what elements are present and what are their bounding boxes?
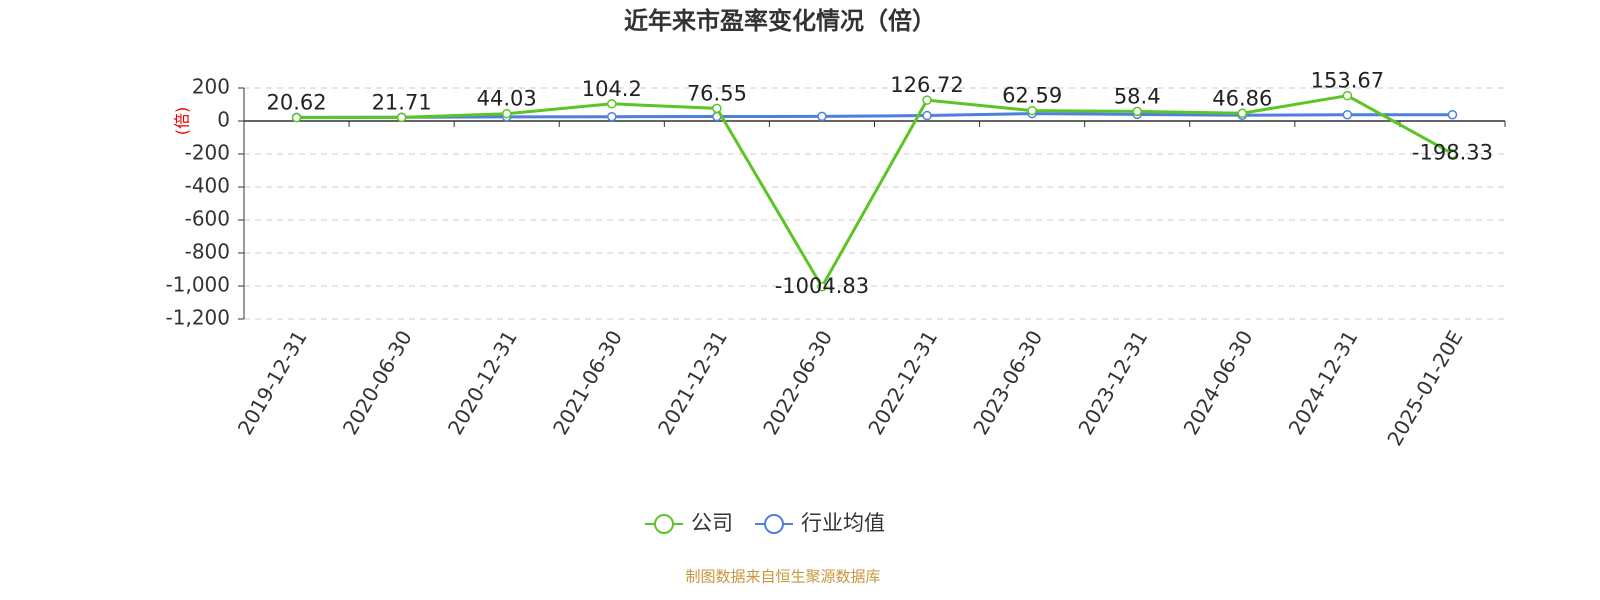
legend-label: 行业均值 [801, 511, 885, 535]
x-tick-label: 2024-06-30 [1178, 326, 1257, 439]
x-tick-label: 2021-12-31 [653, 326, 732, 439]
data-label: 126.72 [890, 73, 963, 97]
y-tick-label: -600 [185, 207, 230, 231]
data-label: -198.33 [1412, 141, 1493, 165]
data-point [1237, 108, 1248, 119]
data-label: 21.71 [372, 90, 432, 114]
data-point [1342, 109, 1353, 120]
data-point [712, 103, 722, 114]
y-tick-label: 200 [192, 75, 230, 99]
data-point [291, 112, 302, 123]
data-point [607, 99, 617, 109]
data-point [396, 112, 407, 123]
legend-label: 公司 [691, 511, 733, 535]
data-point [501, 108, 512, 119]
y-tick-label: -1,000 [166, 273, 230, 297]
data-point [922, 95, 932, 105]
data-point [817, 282, 827, 292]
data-label: 153.67 [1311, 69, 1384, 93]
x-tick-label: 2023-12-31 [1073, 326, 1152, 439]
series-line [296, 94, 1454, 290]
data-point [922, 110, 932, 121]
data-point [1447, 109, 1458, 120]
x-tick-label: 2025-01-20E [1382, 326, 1467, 450]
data-label: 76.55 [687, 81, 747, 105]
y-tick-label: 0 [217, 108, 230, 132]
x-tick-label: 2021-06-30 [548, 326, 627, 439]
data-label: 46.86 [1212, 86, 1272, 110]
x-tick-label: 2024-12-31 [1284, 326, 1363, 439]
data-point [1027, 105, 1037, 116]
x-tick-label: 2023-06-30 [968, 326, 1047, 439]
legend-marker [654, 514, 674, 534]
x-tick-label: 2020-12-31 [443, 326, 522, 439]
x-tick-label: 2019-12-31 [233, 326, 312, 439]
data-label: -1004.83 [775, 274, 869, 298]
data-point [1132, 106, 1142, 117]
data-label: 20.62 [266, 91, 326, 115]
legend-marker [764, 514, 784, 534]
x-tick-label: 2020-06-30 [338, 326, 417, 439]
y-axis-label: (倍) [173, 107, 192, 136]
x-tick-label: 2022-12-31 [863, 326, 942, 439]
y-tick-label: -1,200 [166, 306, 230, 330]
data-point [607, 111, 617, 122]
data-point [1342, 90, 1353, 101]
data-point [817, 111, 827, 122]
data-label: 62.59 [1002, 84, 1062, 108]
data-label: 104.2 [582, 77, 642, 101]
data-point [1447, 148, 1458, 159]
y-tick-label: -400 [185, 174, 230, 198]
chart-title: 近年来市盈率变化情况（倍） [624, 7, 936, 35]
source-note: 制图数据来自恒生聚源数据库 [685, 568, 880, 586]
data-label: 58.4 [1114, 84, 1161, 108]
series-line [296, 112, 1453, 119]
x-tick-label: 2022-06-30 [758, 326, 837, 439]
y-tick-label: -800 [185, 240, 230, 264]
y-tick-label: -200 [185, 141, 230, 165]
data-label: 44.03 [477, 87, 537, 111]
